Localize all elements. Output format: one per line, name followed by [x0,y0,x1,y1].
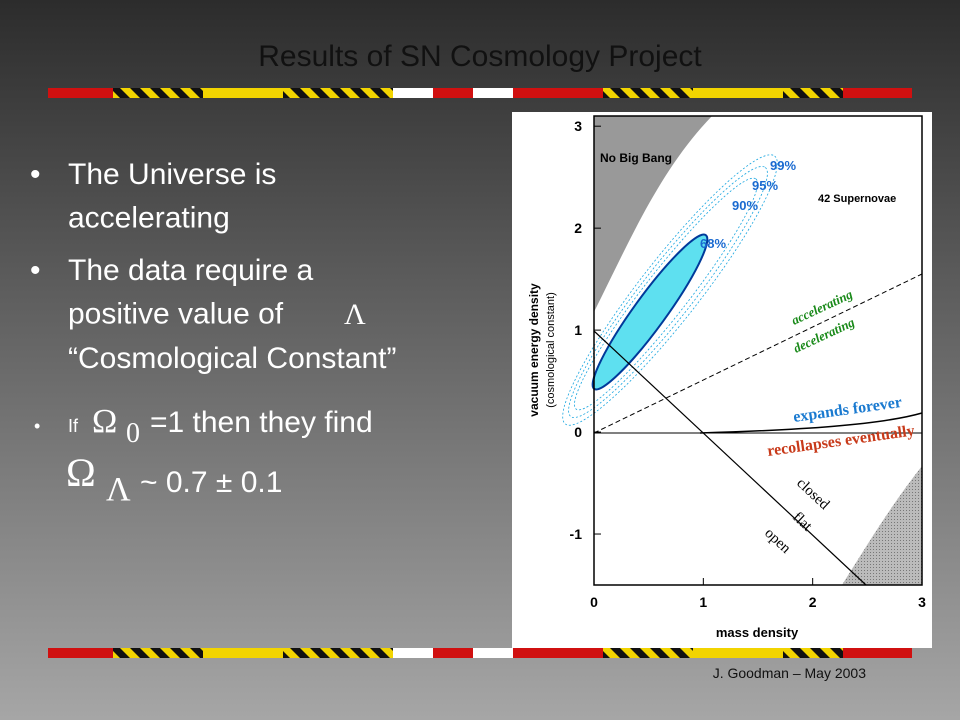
y-axis-label: (cosmological constant) [545,292,557,408]
annotation: 99% [770,158,796,173]
bullet-text: “Cosmological Constant” [68,342,396,375]
x-tick-label: 1 [699,594,707,610]
bullet-text: The Universe is accelerating [68,158,276,235]
bullet-text: =1 then they find [150,406,373,439]
annotation: 95% [752,178,778,193]
hatched-region [842,466,922,585]
bullet-text: If [68,416,79,436]
plot-frame [593,115,923,586]
annotation: 68% [700,236,726,251]
y-axis-label: vacuum energy density [527,283,541,417]
subscript: 0 [126,418,140,449]
acceleration-line [593,273,923,434]
no-big-bang-region [594,116,712,312]
x-tick-label: 3 [918,594,926,610]
y-tick-label: -1 [570,526,583,542]
footer: J. Goodman – May 2003 [713,665,867,681]
symbol: Λ [344,298,366,331]
contours [562,154,778,426]
symbol: Ω [66,450,96,495]
expansion-line [699,412,923,434]
bullet-text: The data require a positive value of [68,254,313,331]
x-axis-label: mass density [716,625,799,640]
y-tick-label: 2 [574,220,582,236]
title: Results of SN Cosmology Project [258,40,702,73]
x-tick-label: 0 [590,594,598,610]
flag-stripe [48,88,912,98]
subscript: Λ [106,471,131,508]
flat-line [593,330,867,586]
annotation: 90% [732,198,758,213]
bullet-text: ~ 0.7 ± 0.1 [140,466,282,499]
y-tick-label: 3 [574,118,582,134]
bullet-dot: • [30,158,41,191]
figure: No Big Bang 42 Supernovae 99% 95% 90% 68… [512,112,932,648]
annotation: 42 Supernovae [818,193,896,205]
x-tick-label: 2 [809,594,817,610]
y-tick-label: 0 [574,424,582,440]
bullet-dot: • [34,416,40,436]
symbol: Ω [92,403,117,440]
y-tick-label: 1 [574,322,582,338]
bullets: • The Universe is accelerating • The data… [30,158,396,508]
flag-stripe [48,648,912,658]
bullet-dot: • [30,254,41,287]
annotation: No Big Bang [600,151,672,165]
